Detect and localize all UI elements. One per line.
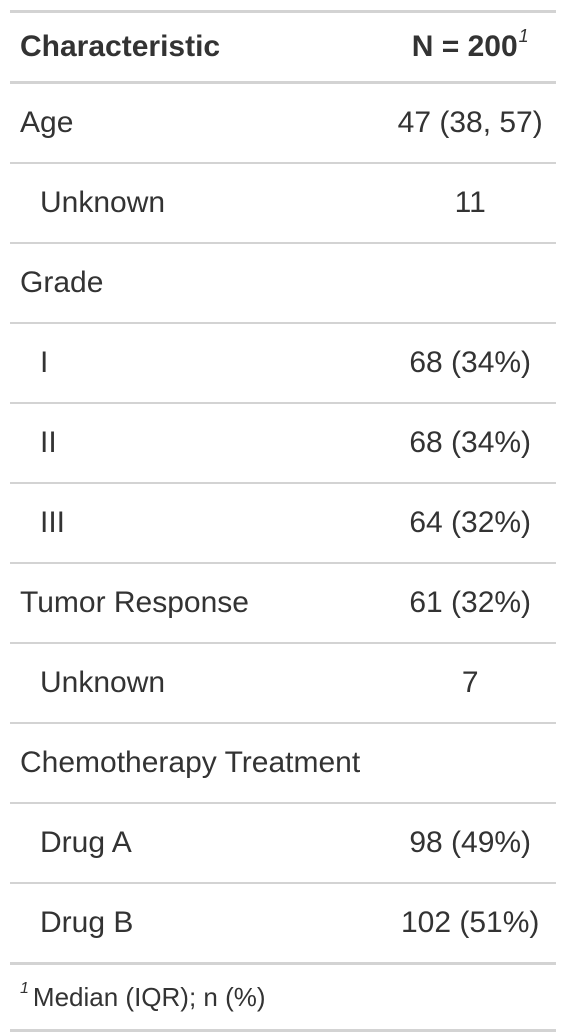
header-characteristic: Characteristic (10, 11, 385, 84)
table-row: I 68 (34%) (10, 322, 556, 403)
table-footer: 1 Median (IQR); n (%) (10, 962, 556, 1031)
footnote: 1 Median (IQR); n (%) (10, 962, 556, 1031)
header-footnote-mark: 1 (518, 26, 529, 46)
header-n: N = 2001 (384, 11, 556, 84)
summary-table-container: Characteristic N = 2001 Age 47 (38, 57) … (10, 10, 556, 1032)
row-label: Drug B (10, 882, 385, 964)
row-label: Drug A (10, 802, 385, 883)
header-row: Characteristic N = 2001 (10, 11, 556, 84)
row-label: Unknown (10, 642, 385, 723)
table-row: Unknown 7 (10, 642, 556, 723)
row-label: III (10, 482, 385, 563)
row-value: 68 (34%) (384, 402, 556, 483)
table-header: Characteristic N = 2001 (10, 11, 556, 84)
row-label: I (10, 322, 385, 403)
table-row: Unknown 11 (10, 162, 556, 243)
row-value: 102 (51%) (384, 882, 556, 964)
row-value (384, 722, 556, 803)
row-value: 47 (38, 57) (397, 106, 543, 139)
row-label: Age (20, 106, 74, 139)
row-value (384, 242, 556, 323)
table-row: Chemotherapy Treatment (10, 722, 556, 803)
table-row: II 68 (34%) (10, 402, 556, 483)
table-row: III 64 (32%) (10, 482, 556, 563)
row-label: II (10, 402, 385, 483)
table-body: Age 47 (38, 57) Unknown 11 Grade I 68 (3… (10, 83, 556, 964)
row-label: Unknown (10, 162, 385, 243)
footnote-row: 1 Median (IQR); n (%) (10, 962, 556, 1031)
row-label: Grade (10, 242, 385, 323)
table-row: Age 47 (38, 57) (10, 83, 556, 164)
row-value: 11 (384, 162, 556, 243)
footnote-mark: 1 (20, 979, 29, 997)
row-label: Chemotherapy Treatment (10, 722, 385, 803)
table-row: Tumor Response 61 (32%) (10, 562, 556, 643)
row-value: 68 (34%) (384, 322, 556, 403)
table-row: Drug A 98 (49%) (10, 802, 556, 883)
table-row: Grade (10, 242, 556, 323)
header-n-label: N = 200 (411, 30, 518, 63)
footnote-text: Median (IQR); n (%) (32, 981, 266, 1012)
row-value: 64 (32%) (384, 482, 556, 563)
row-label: Tumor Response (10, 562, 385, 643)
row-value: 7 (384, 642, 556, 723)
row-value: 98 (49%) (384, 802, 556, 883)
row-value: 61 (32%) (384, 562, 556, 643)
table-row: Drug B 102 (51%) (10, 882, 556, 964)
summary-table: Characteristic N = 2001 Age 47 (38, 57) … (10, 10, 556, 1032)
